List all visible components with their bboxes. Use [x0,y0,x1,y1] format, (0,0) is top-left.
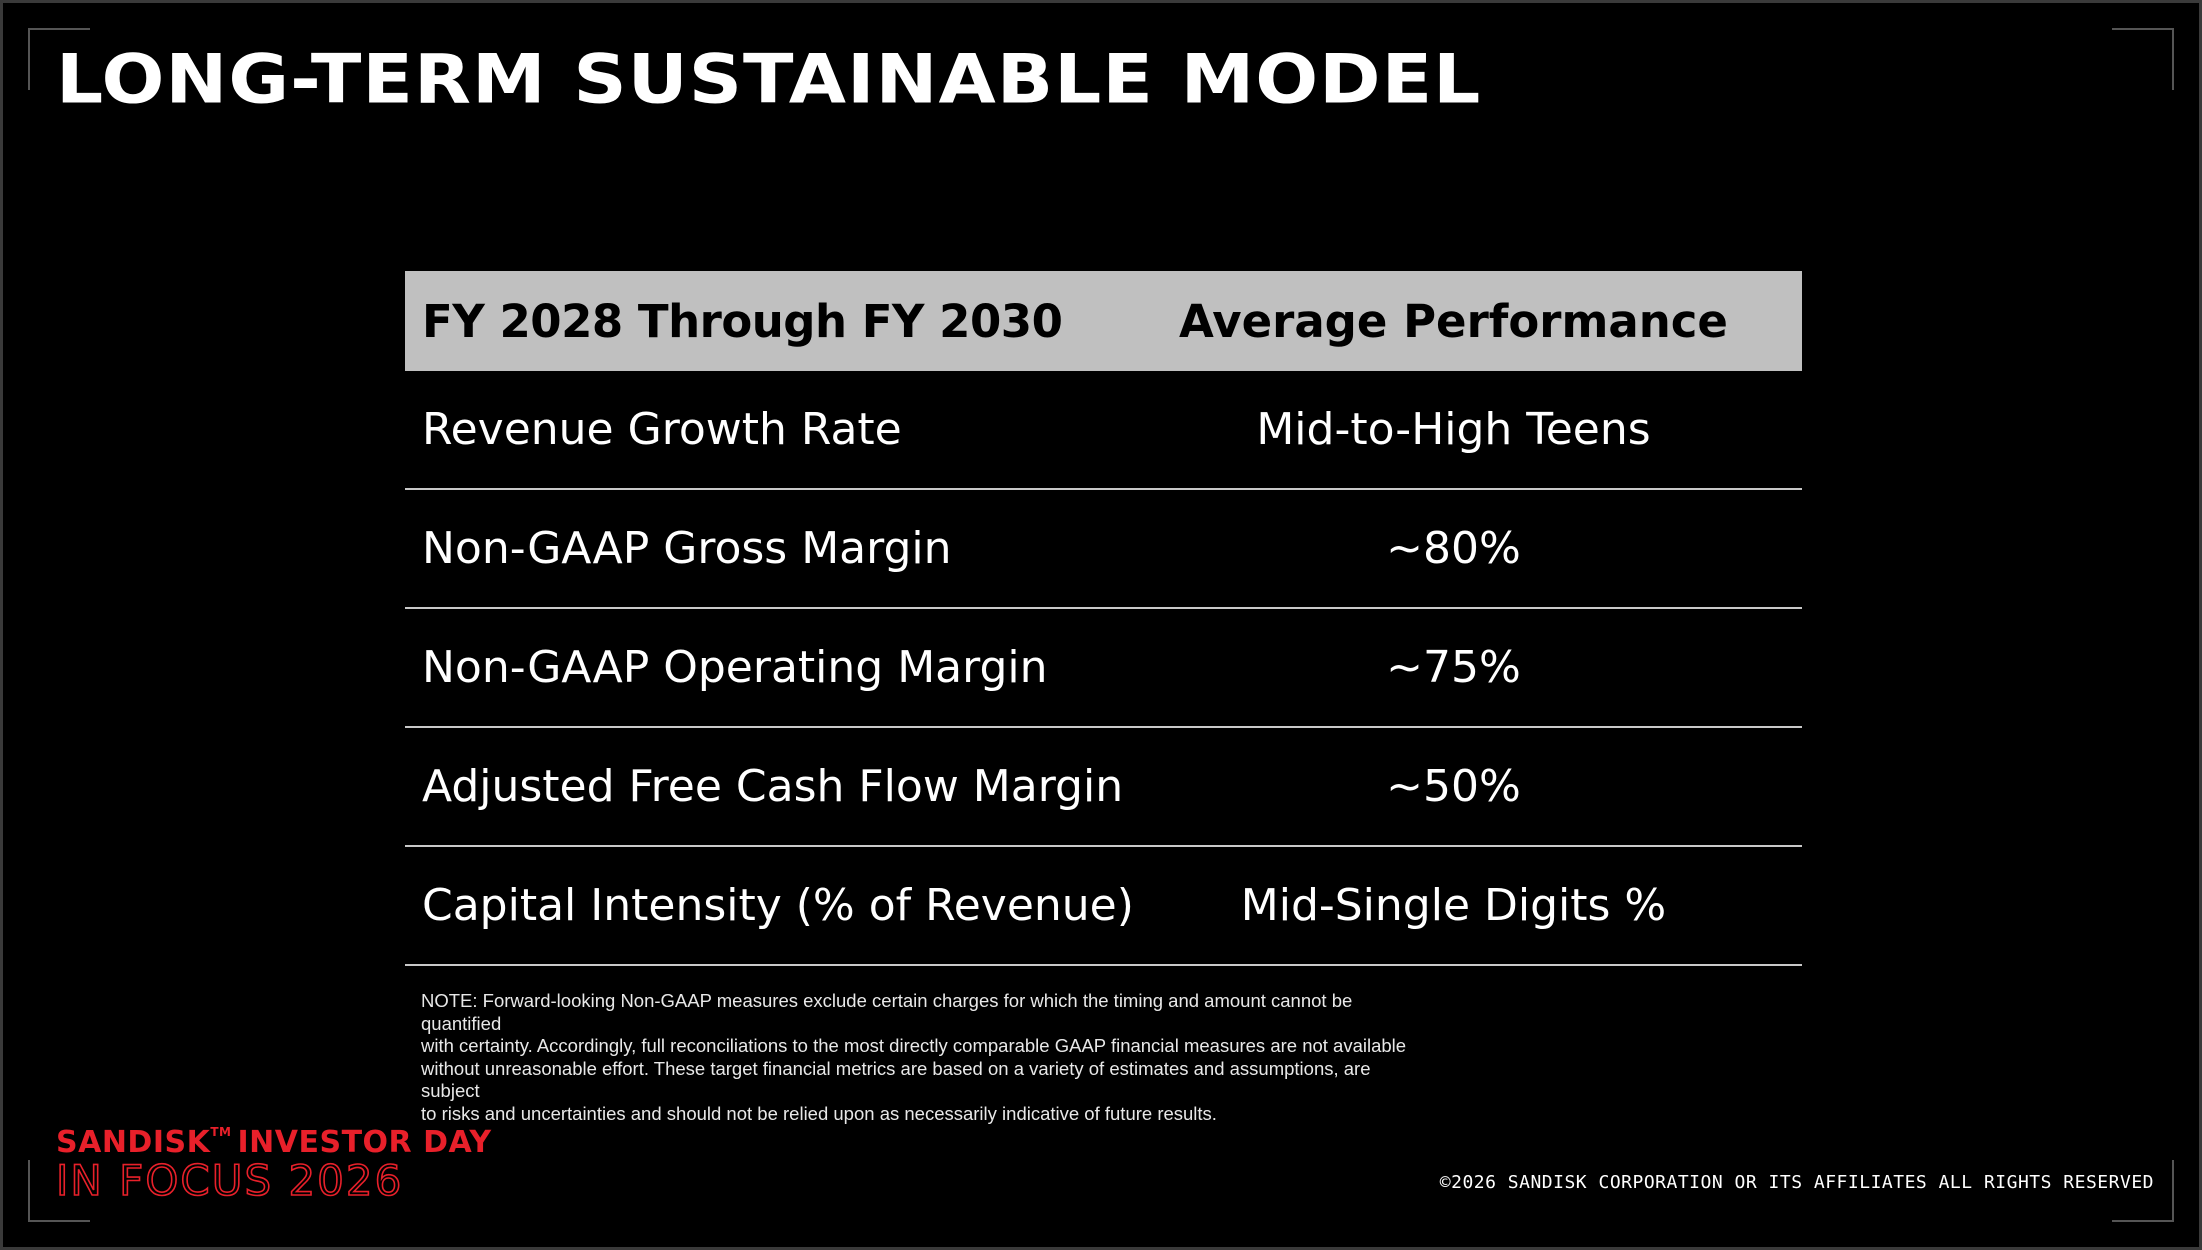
table-header: FY 2028 Through FY 2030 Average Performa… [405,271,1802,371]
corner-mark [28,28,90,90]
model-table: FY 2028 Through FY 2030 Average Performa… [405,271,1802,966]
table-row: Capital Intensity (% of Revenue) Mid-Sin… [405,847,1802,966]
logo-title: SANDISKTM INVESTOR DAY [56,1125,492,1160]
note-line: with certainty. Accordingly, full reconc… [421,1035,1407,1056]
metric-value: Mid-to-High Teens [1256,404,1651,455]
metric-value: ~75% [1386,642,1521,693]
header-period: FY 2028 Through FY 2030 [422,294,1063,348]
corner-mark [28,1160,90,1222]
trademark-mark: TM [210,1125,232,1139]
table-row: Non-GAAP Gross Margin ~80% [405,490,1802,609]
note-line: without unreasonable effort. These targe… [421,1057,1371,1102]
metric-label: Capital Intensity (% of Revenue) [422,880,1134,931]
metric-value: Mid-Single Digits % [1240,880,1667,931]
metric-label: Non-GAAP Gross Margin [422,523,952,574]
investor-day-logo: SANDISKTM INVESTOR DAY IN FOCUS 2026 [55,1125,492,1206]
corner-mark [2112,1160,2174,1222]
disclaimer-note: NOTE: Forward-looking Non-GAAP measures … [421,990,1421,1125]
logo-event: INVESTOR DAY [237,1125,492,1160]
metric-label: Non-GAAP Operating Margin [422,642,1048,693]
metric-label: Revenue Growth Rate [422,404,902,455]
metric-value: ~80% [1386,523,1521,574]
logo-brand: SANDISK [56,1125,211,1160]
metric-value: ~50% [1386,761,1521,812]
logo-subtitle: IN FOCUS 2026 [55,1155,404,1206]
copyright-notice: ©2026 SANDISK CORPORATION OR ITS AFFILIA… [1439,1172,2154,1193]
slide-title: LONG-TERM SUSTAINABLE MODEL [56,40,1482,120]
header-performance: Average Performance [1179,294,1728,348]
note-line: NOTE: Forward-looking Non-GAAP measures … [421,990,1353,1034]
metric-label: Adjusted Free Cash Flow Margin [422,761,1124,812]
note-line: to risks and uncertainties and should no… [421,1102,1217,1124]
table-row: Revenue Growth Rate Mid-to-High Teens [405,371,1802,490]
corner-mark [2112,28,2174,90]
table-row: Non-GAAP Operating Margin ~75% [405,609,1802,728]
table-row: Adjusted Free Cash Flow Margin ~50% [405,728,1802,847]
